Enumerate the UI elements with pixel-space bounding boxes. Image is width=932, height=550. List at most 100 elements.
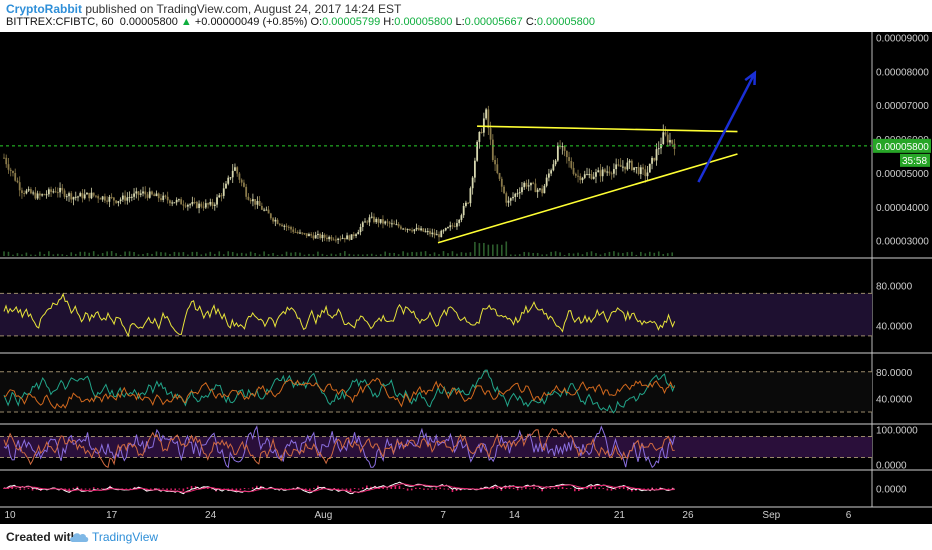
price-candle [451, 225, 454, 227]
chart-svg[interactable]: 0.000090000.000080000.000070000.00006000… [0, 32, 932, 524]
price-candle [47, 189, 50, 195]
price-candle [516, 193, 519, 195]
price-candle [507, 200, 510, 203]
macd-histogram-bar [525, 487, 527, 489]
volume-bar [30, 254, 32, 256]
volume-bar [483, 242, 485, 256]
price-candle [209, 201, 212, 205]
author-link[interactable]: CryptoRabbit [6, 2, 82, 16]
volume-bar [397, 254, 400, 256]
volume-bar [505, 241, 508, 256]
macd-histogram-bar [145, 488, 148, 492]
price-candle [619, 164, 622, 167]
price-candle [173, 202, 176, 204]
price-candle [471, 177, 474, 189]
tradingview-link[interactable]: TradingView [92, 530, 159, 544]
macd-histogram-bar [247, 488, 250, 490]
price-candle [651, 157, 653, 164]
volume-bar [599, 254, 602, 256]
macd-histogram-bar [84, 488, 87, 490]
price-candle [460, 215, 463, 220]
close-value: 0.00005800 [536, 16, 595, 28]
price-candle [413, 229, 416, 232]
price-candle [290, 226, 292, 230]
price-candle [106, 200, 109, 202]
price-candle [496, 164, 499, 173]
volume-bar [119, 254, 122, 256]
price-candle [395, 224, 398, 226]
price-candle [633, 167, 635, 170]
macd-histogram-bar [374, 485, 376, 489]
price-candle [364, 221, 366, 223]
volume-bar [666, 253, 669, 256]
price-candle [579, 176, 582, 181]
price-candle [657, 148, 660, 150]
price-candle [440, 230, 443, 238]
time-tick-label: Sep [762, 510, 780, 521]
price-candle [175, 199, 178, 203]
macd-histogram-bar [345, 488, 348, 491]
price-candle [74, 196, 77, 198]
volume-bar [420, 251, 422, 256]
indicator-tick-label: 100.0000 [876, 426, 918, 437]
volume-bar [644, 253, 647, 256]
volume-bar [258, 254, 261, 256]
macd-histogram-bar [569, 488, 572, 489]
price-candle [260, 205, 263, 210]
volume-bar [451, 251, 454, 256]
macd-histogram-bar [614, 488, 617, 490]
volume-bar [88, 252, 91, 256]
price-candle [397, 224, 400, 227]
macd-histogram-bar [610, 488, 613, 491]
macd-histogram-bar [72, 487, 75, 489]
price-candle [148, 191, 151, 198]
macd-histogram-bar [598, 487, 601, 489]
price-candle [292, 229, 295, 232]
price-candle [485, 109, 488, 119]
price-candle [7, 164, 10, 170]
price-candle [225, 183, 227, 189]
price-candle [164, 195, 167, 197]
price-candle [12, 170, 14, 174]
volume-bar [469, 252, 472, 256]
macd-histogram-bar [582, 488, 584, 490]
macd-histogram-bar [545, 488, 548, 489]
volume-bar [402, 251, 404, 256]
macd-histogram-bar [618, 487, 621, 489]
price-candle [247, 196, 250, 200]
chart-area[interactable]: 0.000090000.000080000.000070000.00006000… [0, 32, 932, 524]
macd-histogram-bar [154, 488, 156, 489]
price-candle [523, 182, 526, 188]
volume-bar [173, 251, 176, 256]
indicator-band [0, 371, 872, 412]
price-candle [41, 194, 44, 196]
volume-bar [379, 254, 382, 256]
macd-histogram-bar [341, 488, 344, 490]
macd-histogram-bar [361, 487, 364, 489]
price-candle [637, 167, 640, 175]
macd-histogram-bar [308, 488, 311, 492]
price-candle [321, 234, 324, 239]
volume-bar [7, 251, 10, 256]
price-candle [456, 223, 458, 227]
volume-bar [43, 254, 46, 256]
volume-bar [61, 254, 64, 256]
indicator-band [0, 293, 872, 336]
volume-bar [375, 254, 378, 256]
volume-bar [429, 254, 431, 256]
price-candle [171, 202, 174, 204]
price-candle [153, 194, 156, 197]
price-candle [586, 174, 588, 176]
volume-bar [442, 251, 445, 256]
volume-bar [406, 252, 409, 256]
price-candle [193, 201, 196, 203]
volume-bar [249, 251, 252, 256]
price-candle [204, 203, 207, 208]
macd-histogram-bar [162, 488, 164, 489]
volume-bar [353, 254, 355, 256]
price-candle [509, 198, 512, 201]
volume-bar [124, 251, 126, 256]
price-candle [65, 196, 68, 198]
price-candle [5, 157, 8, 165]
price-candle [568, 157, 570, 162]
